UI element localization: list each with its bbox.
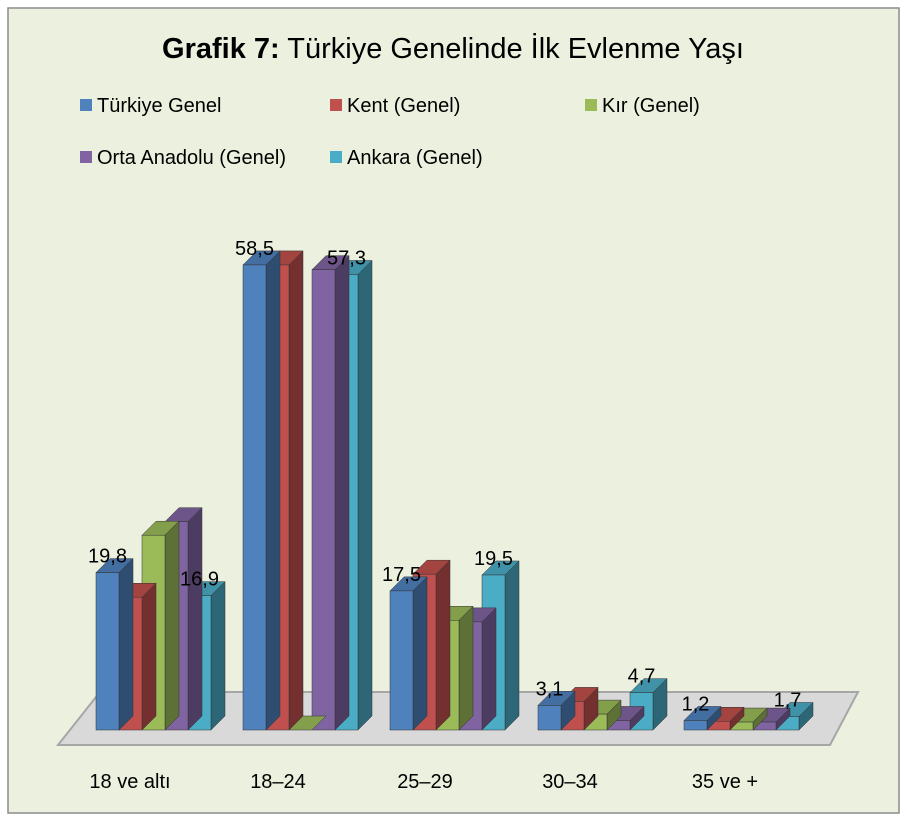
x-tick-label: 30–34 [542, 771, 598, 793]
bar-face [141, 582, 157, 731]
x-tick-label: 35 ve + [692, 771, 758, 793]
bar-face [389, 590, 414, 731]
bar-face [481, 607, 497, 731]
bar-face [242, 264, 267, 731]
bar-face [210, 581, 226, 731]
bar-face [435, 559, 451, 731]
title-text: Türkiye Genelinde İlk Evlenme Yaşı [287, 32, 744, 65]
legend-label: Kır (Genel) [602, 95, 700, 117]
bar [95, 557, 134, 731]
bar-face [334, 255, 350, 731]
bar-face [683, 720, 708, 731]
legend-label: Orta Anadolu (Genel) [97, 147, 286, 169]
bar [389, 576, 428, 731]
legend-swatch [80, 151, 92, 163]
data-label: 19,5 [474, 548, 513, 570]
x-tick-label: 18–24 [250, 771, 306, 793]
legend-swatch [80, 99, 92, 111]
chart-title: Grafik 7: Türkiye Genelinde İlk Evlenme … [162, 32, 744, 65]
bar-face [95, 572, 120, 731]
data-label: 3,1 [536, 678, 564, 700]
x-tick-label: 25–29 [397, 771, 453, 793]
bar-face [288, 250, 304, 731]
bar-face [357, 259, 373, 731]
data-label: 57,3 [327, 247, 366, 269]
data-label: 17,5 [382, 564, 421, 586]
bar [311, 255, 350, 731]
legend-label: Kent (Genel) [347, 95, 460, 117]
legend-label: Ankara (Genel) [347, 147, 483, 169]
legend-label: Türkiye Genel [97, 95, 222, 117]
data-label: 4,7 [628, 666, 656, 688]
bar-face [458, 605, 474, 731]
bar-face [537, 705, 562, 731]
bar-face [412, 576, 428, 731]
bar-face [164, 520, 180, 731]
bar [683, 705, 722, 731]
data-label: 1,7 [774, 689, 802, 711]
data-label: 58,5 [235, 238, 274, 260]
legend-swatch [585, 99, 597, 111]
bar-face [311, 269, 336, 731]
bar-face [265, 250, 281, 731]
bar-face [118, 557, 134, 731]
data-label: 1,2 [682, 693, 710, 715]
bar [242, 250, 281, 731]
bar-face [504, 560, 520, 731]
legend-swatch [330, 99, 342, 111]
data-label: 19,8 [88, 546, 127, 568]
data-label: 16,9 [180, 569, 219, 591]
title-label: Grafik 7: [162, 33, 280, 65]
bar-face [187, 507, 203, 731]
legend-swatch [330, 151, 342, 163]
bar [537, 690, 576, 731]
x-tick-label: 18 ve altı [89, 771, 170, 793]
